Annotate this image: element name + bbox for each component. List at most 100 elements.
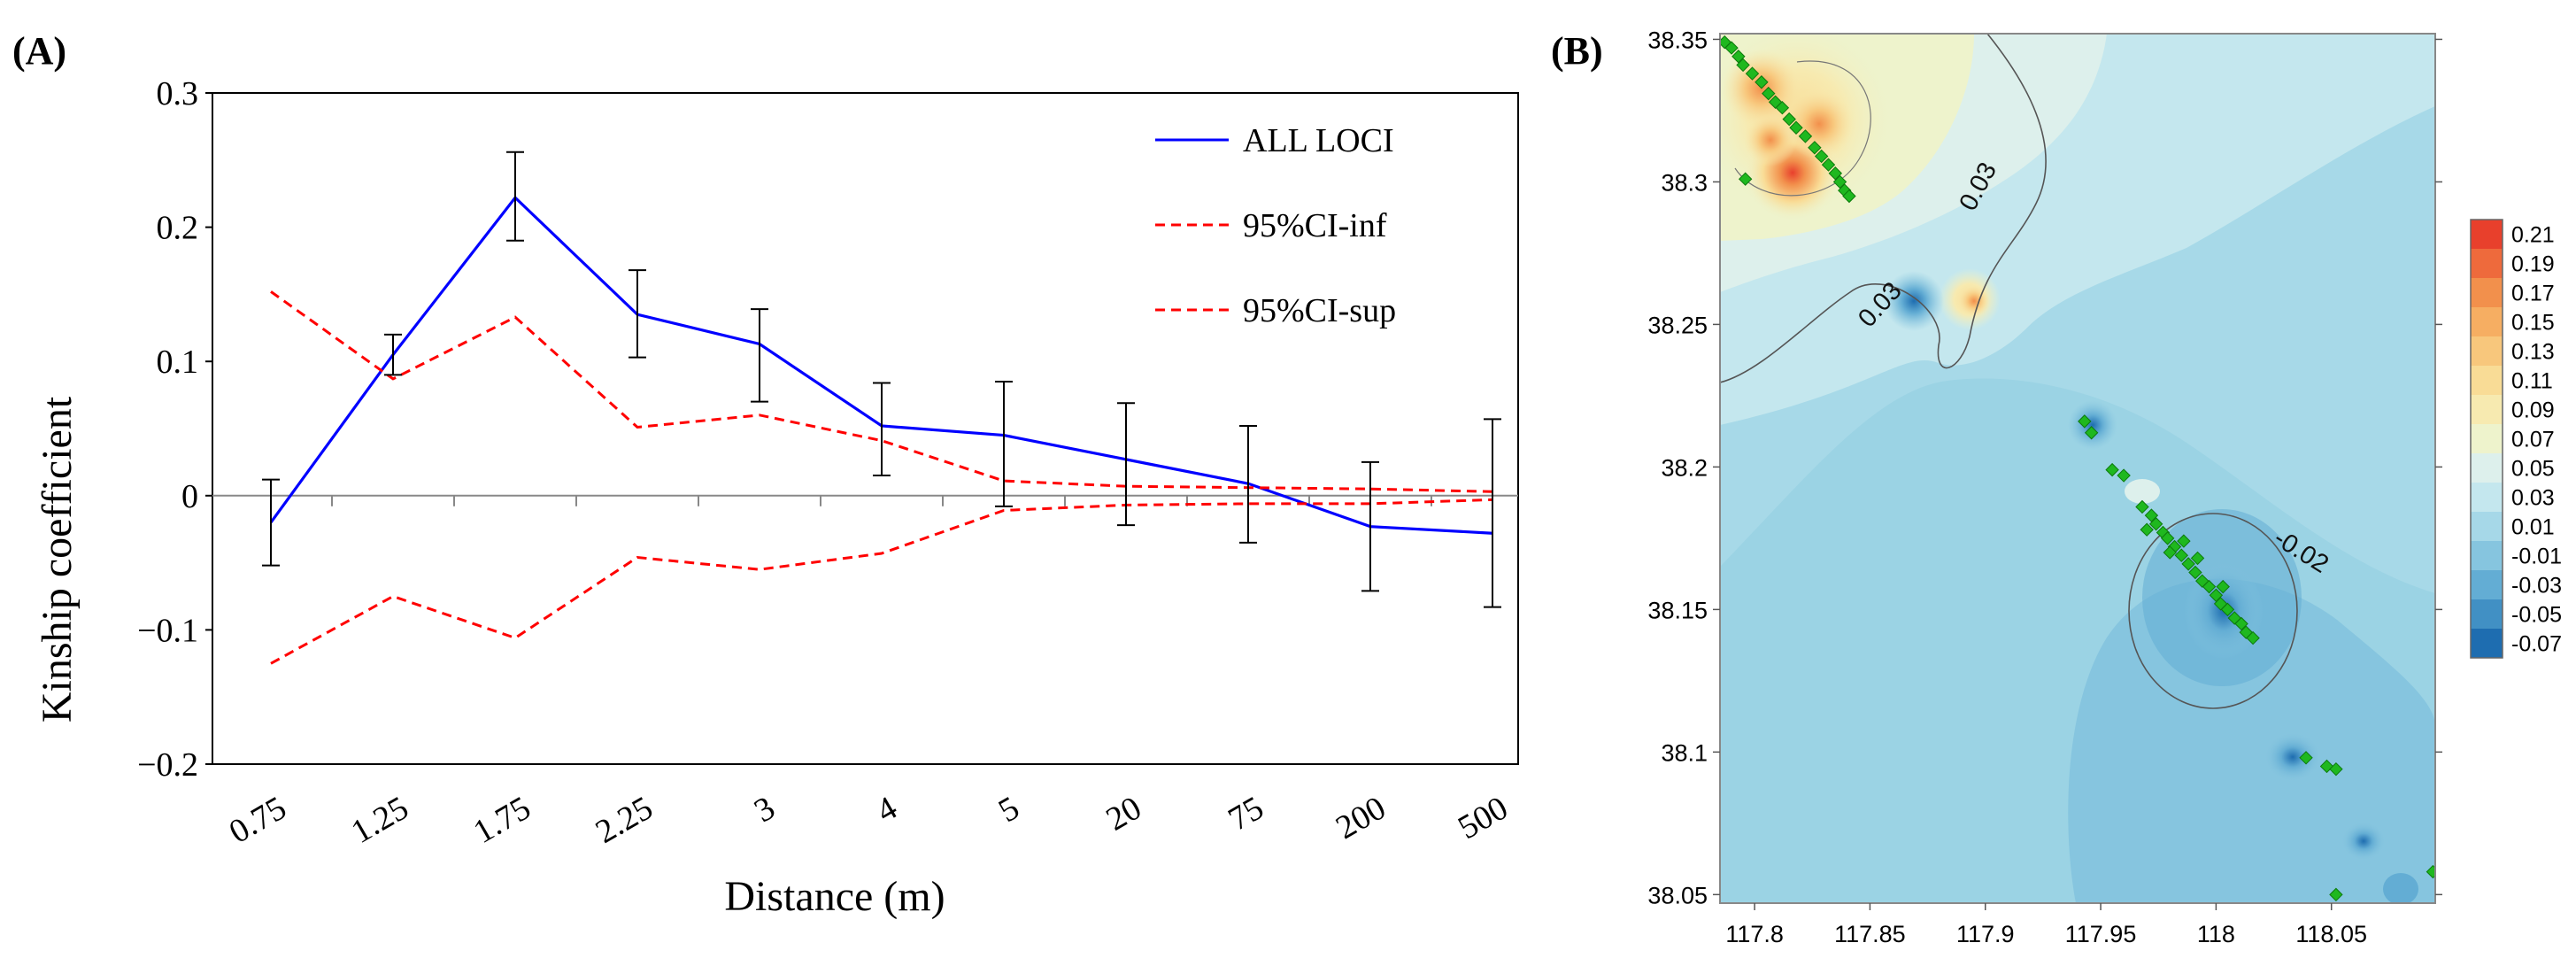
colorbar-segment (2471, 599, 2503, 630)
sample-point (2188, 565, 2202, 580)
sample-point (2117, 468, 2131, 483)
colorbar-segment (2471, 220, 2503, 250)
x-tick-label: 5 (992, 789, 1025, 830)
error-bars (262, 151, 1501, 608)
map-y-tick-label: 38.1 (1661, 739, 1708, 766)
map-y-tick-label: 38.05 (1647, 882, 1708, 908)
map-y-tick-label: 38.15 (1647, 597, 1708, 623)
colorbar-label: 0.13 (2511, 340, 2555, 365)
sample-point (2426, 864, 2435, 879)
colorbar-label: 0.11 (2511, 369, 2553, 394)
map-x-tick-label: 117.85 (1834, 921, 1906, 947)
colorbar-segment (2471, 629, 2503, 659)
x-tick-label: 2.25 (590, 789, 659, 851)
contour-line-warm (1734, 60, 1871, 197)
legend-label-2: 95%CI-sup (1243, 292, 1396, 329)
sample-point (2329, 887, 2343, 902)
sample-point (2078, 414, 2092, 429)
colorbar-segment (2471, 395, 2503, 425)
sample-point (1832, 174, 1847, 189)
x-tick-label: 3 (748, 789, 781, 830)
sample-point (2234, 616, 2248, 631)
sample-point (1731, 50, 1746, 64)
contour-line-003 (1720, 34, 2047, 383)
sample-point (2163, 545, 2177, 560)
x-tick-label: 75 (1222, 789, 1270, 838)
x-tick-label: 4 (870, 789, 903, 830)
x-tick-label: 1.75 (467, 789, 537, 851)
colorbar-segment (2471, 453, 2503, 483)
x-tick-label: 20 (1100, 789, 1148, 838)
colorbar-label: 0.03 (2511, 486, 2555, 511)
sample-point (1798, 129, 1813, 143)
colorbar-segment (2471, 278, 2503, 308)
map-x-tick-label: 117.9 (1956, 921, 2015, 947)
series-line-1 (270, 498, 1493, 665)
sample-point (1762, 86, 1776, 101)
sample-point (1724, 41, 1739, 55)
hotspot-4 (1744, 113, 1797, 166)
sample-point (1828, 166, 1843, 181)
x-axis-title: Distance (m) (724, 873, 945, 920)
map-x-ticks: 117.8 117.85 117.9 117.95 118 118.05 (1725, 903, 2367, 947)
y-tick-labels: 0.3 0.2 0.1 0 −0.1 −0.2 (137, 75, 212, 784)
colorbar-label: 0.07 (2511, 428, 2555, 452)
colorbar-label: -0.03 (2511, 574, 2562, 599)
sample-point (1842, 189, 1856, 204)
sample-point (1808, 141, 1822, 155)
colorbar-segment (2471, 570, 2503, 600)
sample-point (1736, 58, 1750, 73)
map-x-tick-label: 117.95 (2065, 921, 2137, 947)
series-line-0 (269, 195, 1493, 535)
map-y-tick-label: 38.35 (1647, 27, 1708, 53)
sample-point (1821, 158, 1836, 172)
sample-point (2160, 531, 2175, 545)
cold-spot-1 (1884, 271, 1944, 331)
sample-point (2144, 508, 2159, 522)
x-tick-label: 1.25 (345, 789, 415, 851)
y-tick-label: 0 (181, 478, 198, 515)
sample-point (2135, 499, 2149, 514)
sample-point (2329, 761, 2343, 777)
sample-point (1775, 101, 1790, 115)
legend-label-1: 95%CI-inf (1243, 207, 1387, 244)
sample-point (2174, 548, 2188, 562)
colorbar-segment (2471, 307, 2503, 337)
map-y-tick-label: 38.3 (1661, 169, 1708, 196)
zero-line (212, 494, 1518, 506)
cold-spot-5 (2341, 822, 2386, 861)
sample-point (2148, 517, 2163, 531)
contour-map: 0.030.03-0.02 (1720, 34, 2435, 903)
map-y-tick-label: 38.25 (1647, 312, 1708, 338)
colorbar-segment (2471, 483, 2503, 513)
sample-point (2216, 579, 2230, 594)
x-tick-label: 0.75 (223, 789, 293, 851)
series-line-2 (270, 290, 1493, 493)
panel-a-label: (A) (12, 29, 66, 73)
y-tick-label: 0.1 (157, 344, 199, 381)
sample-point (2177, 534, 2191, 548)
cold-spot-2 (2068, 400, 2117, 450)
sample-point (1755, 75, 1769, 89)
map-frame (1719, 33, 2436, 904)
map-x-tick-label: 118.05 (2295, 921, 2367, 947)
sample-point (2084, 426, 2099, 440)
legend: ALL LOCI 95%CI-inf 95%CI-sup (1155, 122, 1396, 329)
sample-point (2105, 462, 2119, 477)
sample-point (1789, 120, 1803, 135)
colorbar-frame (2470, 219, 2503, 659)
colorbar-segment (2471, 512, 2503, 542)
sample-point (2190, 551, 2205, 566)
cold-spot-6 (2383, 873, 2418, 903)
sample-point (1738, 172, 1753, 186)
colorbar-label: 0.05 (2511, 457, 2555, 482)
y-tick-label: −0.1 (137, 612, 198, 649)
sample-point (2140, 522, 2154, 537)
sample-point (2202, 579, 2217, 594)
warm-spot-core (1958, 285, 1990, 317)
y-tick-label: 0.3 (157, 75, 199, 112)
sample-point (2209, 588, 2224, 602)
sample-point (1745, 66, 1760, 81)
y-tick-label: 0.2 (157, 210, 199, 247)
